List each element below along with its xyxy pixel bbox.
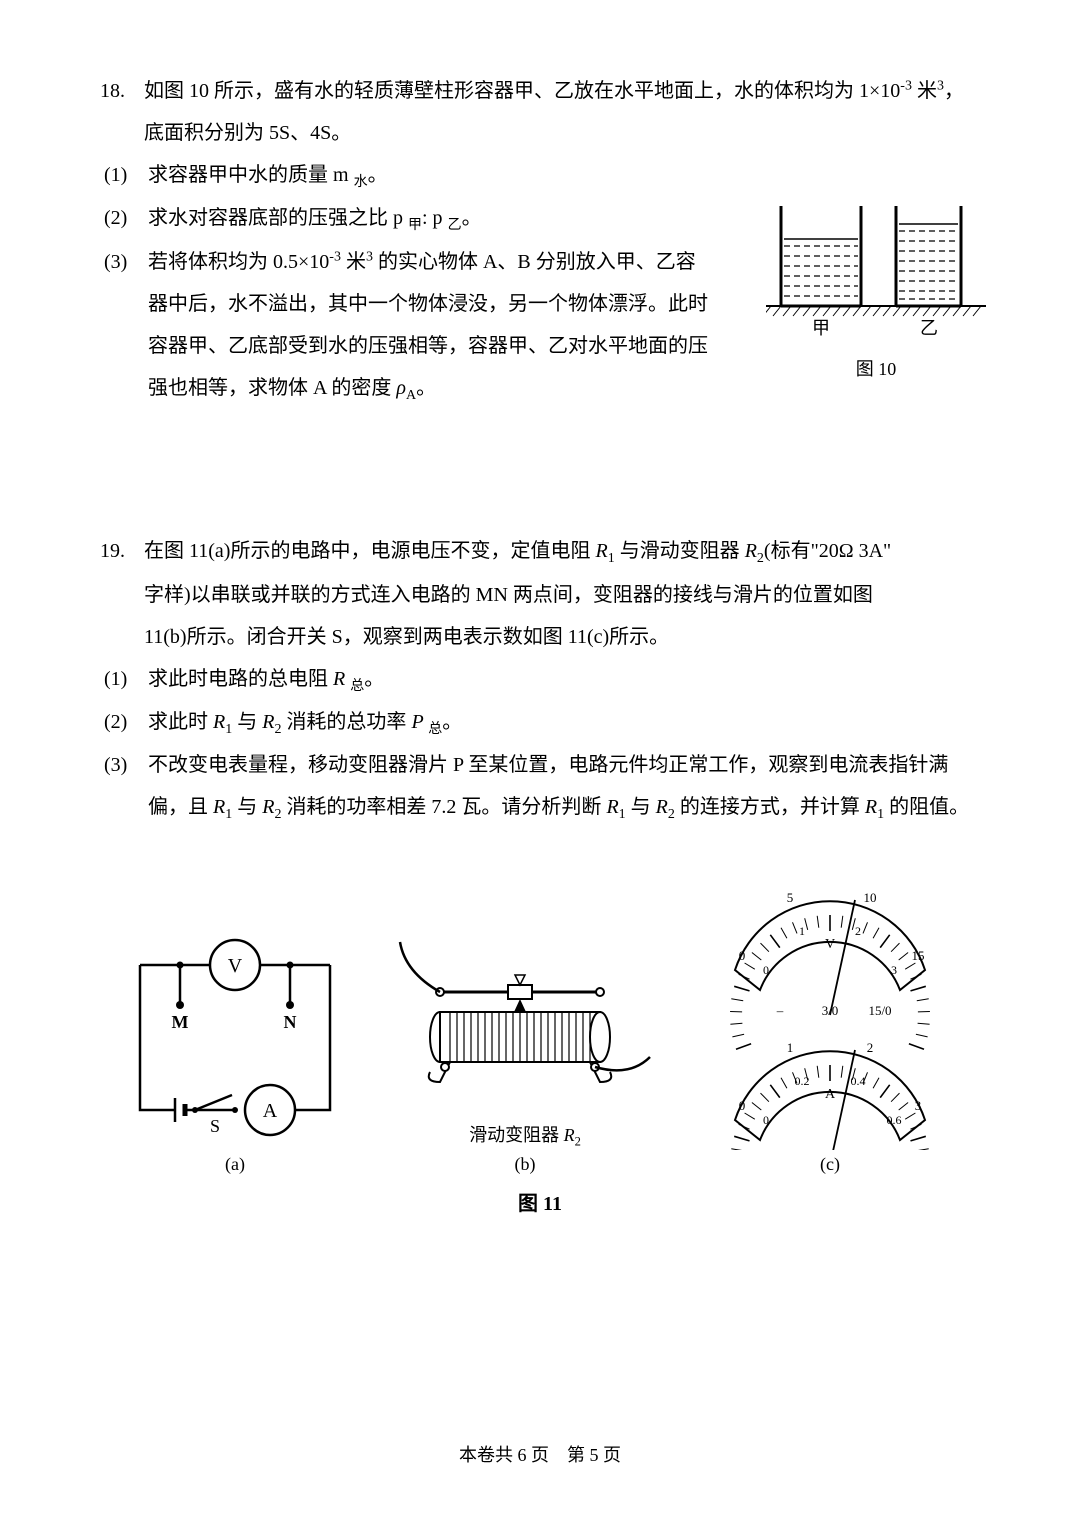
figure-10: 甲 乙 图 10 — [766, 176, 986, 381]
rheostat-slider — [508, 975, 532, 1012]
fig10-yi-label: 乙 — [920, 318, 938, 338]
svg-text:5: 5 — [787, 890, 794, 905]
container-yi — [896, 206, 961, 306]
container-jia — [781, 206, 861, 306]
svg-text:3/0: 3/0 — [822, 1003, 839, 1018]
svg-text:M: M — [172, 1012, 189, 1032]
svg-text:S: S — [210, 1116, 220, 1136]
q18-line1: 18.如图 10 所示，盛有水的轻质薄壁柱形容器甲、乙放在水平地面上，水的体积均… — [100, 70, 980, 112]
page-footer: 本卷共 6 页 第 5 页 — [100, 1441, 980, 1467]
svg-text:15: 15 — [912, 948, 925, 963]
svg-text:V: V — [825, 937, 835, 952]
q19-l1: 19.在图 11(a)所示的电路中，电源电压不变，定值电阻 R1 与滑动变阻器 … — [100, 530, 980, 573]
svg-text:0.4: 0.4 — [851, 1074, 866, 1088]
figure-10-svg: 甲 乙 — [766, 176, 986, 346]
question-18: 18.如图 10 所示，盛有水的轻质薄壁柱形容器甲、乙放在水平地面上，水的体积均… — [100, 70, 980, 410]
fig11-b: 滑动变阻器 R2 (b) — [395, 917, 655, 1175]
q19-l3: 11(b)所示。闭合开关 S，观察到两电表示数如图 11(c)所示。 — [100, 616, 980, 658]
svg-text:0.2: 0.2 — [795, 1074, 810, 1088]
voltmeter-dial: 0 5 10 15 0 1 2 3 V – 3/0 15/0 — [730, 890, 930, 1049]
svg-text:0: 0 — [763, 1113, 769, 1127]
q19-sub3-l2: 偏，且 R1 与 R2 消耗的功率相差 7.2 瓦。请分析判断 R1 与 R2 … — [100, 786, 980, 829]
svg-text:1: 1 — [799, 924, 805, 938]
svg-text:10: 10 — [864, 890, 877, 905]
svg-text:–: – — [776, 1003, 784, 1018]
svg-text:A: A — [825, 1087, 836, 1102]
fig11-caption: 图 11 — [100, 1187, 980, 1216]
q19-sub2: (2)求此时 R1 与 R2 消耗的总功率 P 总。 — [100, 701, 980, 744]
svg-text:15/0: 15/0 — [868, 1003, 891, 1018]
q18-number: 18. — [100, 70, 144, 112]
fig10-caption: 图 10 — [766, 355, 986, 381]
fig11-c: 0 5 10 15 0 1 2 3 V – 3/0 15/0 — [690, 860, 970, 1175]
svg-text:2: 2 — [855, 924, 861, 938]
fig10-jia-label: 甲 — [812, 318, 830, 338]
meters-svg: 0 5 10 15 0 1 2 3 V – 3/0 15/0 — [690, 860, 970, 1150]
svg-text:2: 2 — [867, 1040, 874, 1055]
question-19: 19.在图 11(a)所示的电路中，电源电压不变，定值电阻 R1 与滑动变阻器 … — [100, 530, 980, 1216]
svg-text:3: 3 — [891, 963, 897, 977]
q19-sub1: (1)求此时电路的总电阻 R 总。 — [100, 658, 980, 701]
svg-text:N: N — [284, 1012, 297, 1032]
svg-text:0: 0 — [739, 1098, 746, 1113]
svg-text:0.6: 0.6 — [887, 1113, 902, 1127]
svg-text:0: 0 — [763, 963, 769, 977]
svg-text:V: V — [228, 955, 243, 977]
q19-l2: 字样)以串联或并联的方式连入电路的 MN 两点间，变阻器的接线与滑片的位置如图 — [100, 574, 980, 616]
q18-line2: 底面积分别为 5S、4S。 — [100, 112, 980, 154]
fig11-b-label: (b) — [515, 1154, 536, 1175]
fig11-a-label: (a) — [225, 1154, 245, 1175]
circuit-svg: V A S M N — [110, 910, 360, 1150]
rheostat-svg — [395, 917, 655, 1117]
svg-text:3: 3 — [915, 1098, 922, 1113]
fig11-c-label: (c) — [820, 1154, 840, 1175]
svg-text:A: A — [263, 1100, 278, 1122]
figure-11: V A S M N — [100, 860, 980, 1175]
fig11-a: V A S M N — [110, 910, 360, 1175]
q19-sub3-l1: (3)不改变电表量程，移动变阻器滑片 P 至某位置，电路元件均正常工作，观察到电… — [100, 744, 980, 786]
ammeter-dial: 0 1 2 3 0 0.2 0.4 0.6 A – 0.6/0 3/0 — [730, 1040, 930, 1150]
svg-text:1: 1 — [787, 1040, 794, 1055]
fig11-b-caption: 滑动变阻器 R2 — [469, 1121, 581, 1150]
svg-text:0: 0 — [739, 948, 746, 963]
